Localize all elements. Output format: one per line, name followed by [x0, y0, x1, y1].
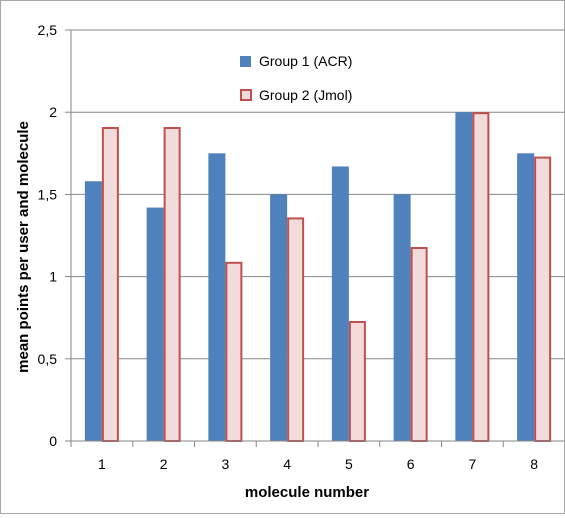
x-tick-label: 4	[283, 456, 291, 472]
x-tick-label: 5	[345, 456, 353, 472]
bar-series-2-molecule-7	[472, 112, 490, 442]
bar-series-2-molecule-6	[410, 247, 428, 442]
x-axis-title: molecule number	[245, 484, 369, 501]
bar-series-1-molecule-4	[270, 194, 288, 441]
bar-series-2-molecule-4	[287, 217, 305, 442]
bars	[84, 112, 552, 443]
legend-swatch-group-1	[240, 56, 251, 67]
x-tick-label: 7	[468, 456, 476, 472]
legend-label-group-2: Group 2 (Jmol)	[259, 87, 352, 103]
tick-labels: 0 0,5 1 1,5 2 2,5 1 2 3 4 5 6 7 8	[38, 22, 539, 472]
legend: Group 1 (ACR) Group 2 (Jmol)	[240, 53, 352, 103]
bar-series-2-molecule-3	[225, 261, 243, 442]
x-tick-label: 6	[407, 456, 415, 472]
y-tick-label: 0,5	[38, 351, 58, 367]
bar-series-2-molecule-1	[101, 126, 119, 442]
legend-swatch-group-2	[240, 89, 252, 101]
bar-series-1-molecule-7	[455, 112, 473, 441]
gridlines	[71, 29, 565, 360]
y-tick-label: 1,5	[38, 186, 58, 202]
bar-series-1-molecule-5	[331, 166, 349, 441]
bar-series-2-molecule-2	[163, 126, 181, 442]
x-tick-label: 3	[221, 456, 229, 472]
bar-series-2-molecule-8	[534, 156, 552, 442]
bar-series-1-molecule-3	[208, 153, 226, 442]
x-tick-label: 1	[98, 456, 106, 472]
y-axis-title: mean points per user and molecule	[15, 121, 32, 373]
y-tick-label: 2	[49, 104, 57, 120]
bar-series-1-molecule-2	[146, 207, 164, 441]
legend-label-group-1: Group 1 (ACR)	[259, 53, 352, 69]
y-tick-label: 2,5	[38, 22, 58, 38]
axes	[65, 29, 565, 447]
x-tick-label: 8	[530, 456, 538, 472]
bar-series-1-molecule-1	[84, 181, 102, 442]
bar-series-1-molecule-8	[517, 153, 535, 442]
y-tick-label: 0	[49, 433, 57, 449]
y-tick-label: 1	[49, 269, 57, 285]
bar-series-1-molecule-6	[393, 194, 411, 441]
bar-series-2-molecule-5	[348, 320, 366, 443]
x-tick-label: 2	[160, 456, 168, 472]
